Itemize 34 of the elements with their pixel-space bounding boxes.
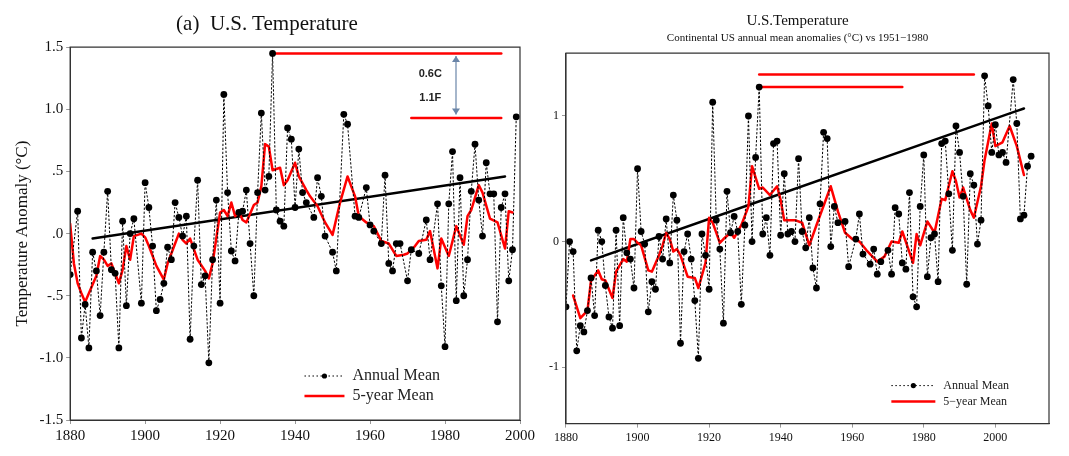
y-tick-label: -1.0 bbox=[39, 348, 64, 365]
y-tick-label: -1 bbox=[549, 359, 559, 374]
chart-title: U.S.Temperature bbox=[746, 11, 849, 28]
x-tick-label: 1960 bbox=[840, 429, 865, 444]
legend-label: 5−year Mean bbox=[943, 393, 1008, 408]
y-tick-label: 0 bbox=[553, 233, 559, 248]
chart-title: (a) U.S. Temperature bbox=[176, 11, 358, 36]
x-tick-label: 1920 bbox=[205, 426, 236, 443]
y-axis-title: Temperature Anomaly (°C) bbox=[11, 140, 31, 327]
y-tick-label: .0 bbox=[51, 224, 64, 241]
y-tick-label: -.5 bbox=[46, 286, 64, 303]
x-tick-label: 2000 bbox=[505, 426, 535, 443]
y-tick-label: 1.5 bbox=[44, 38, 64, 55]
x-tick-label: 1880 bbox=[55, 426, 86, 443]
legend-label: Annual Mean bbox=[943, 377, 1010, 392]
x-tick-label: 1880 bbox=[554, 429, 578, 444]
x-tick-label: 2000 bbox=[983, 429, 1008, 444]
x-tick-label: 1900 bbox=[625, 429, 650, 444]
x-tick-label: 1900 bbox=[130, 426, 161, 443]
y-tick-label: 1 bbox=[553, 108, 559, 123]
legend-label: Annual Mean bbox=[352, 366, 440, 384]
y-tick-label: -1.5 bbox=[39, 410, 64, 427]
x-tick-label: 1960 bbox=[355, 426, 386, 443]
x-tick-label: 1980 bbox=[430, 426, 461, 443]
y-tick-label: 1.0 bbox=[44, 100, 64, 117]
x-tick-label: 1940 bbox=[280, 426, 311, 443]
x-tick-label: 1940 bbox=[768, 429, 793, 444]
annotation: 1.1F bbox=[419, 90, 442, 103]
x-tick-label: 1980 bbox=[911, 429, 936, 444]
x-tick-label: 1920 bbox=[697, 429, 722, 444]
annotation: 0.6C bbox=[418, 66, 442, 79]
y-tick-label: .5 bbox=[51, 162, 64, 179]
chart-subtitle: Continental US annual mean anomalies (°C) vs 1951−1980 bbox=[666, 31, 929, 45]
legend-label: 5-year Mean bbox=[352, 386, 434, 405]
